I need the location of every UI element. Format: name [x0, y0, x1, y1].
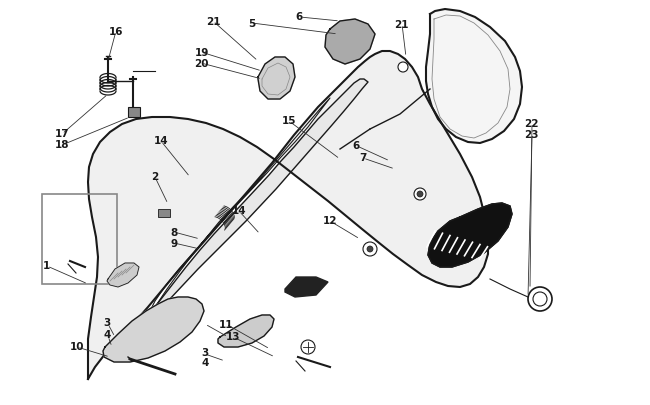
Text: 15: 15	[282, 116, 296, 126]
Text: 21: 21	[206, 17, 220, 27]
Circle shape	[417, 192, 423, 198]
Polygon shape	[428, 203, 512, 267]
Circle shape	[301, 340, 315, 354]
Text: 13: 13	[226, 331, 240, 341]
Polygon shape	[88, 52, 488, 379]
Circle shape	[398, 63, 408, 73]
Circle shape	[367, 246, 373, 252]
Polygon shape	[145, 80, 368, 321]
FancyBboxPatch shape	[128, 108, 140, 118]
Polygon shape	[218, 315, 274, 347]
Text: 4: 4	[103, 329, 111, 339]
Text: 11: 11	[219, 319, 233, 329]
Polygon shape	[103, 297, 204, 362]
Text: 10: 10	[70, 341, 84, 351]
Text: 2: 2	[151, 171, 159, 181]
Text: 14: 14	[232, 206, 246, 215]
Text: 1: 1	[43, 260, 51, 270]
Text: 3: 3	[103, 317, 111, 327]
Circle shape	[414, 189, 426, 200]
Polygon shape	[426, 10, 522, 144]
Polygon shape	[285, 277, 328, 297]
Text: 6: 6	[295, 13, 303, 22]
Text: 17: 17	[55, 129, 69, 139]
Circle shape	[528, 287, 552, 311]
Polygon shape	[258, 58, 295, 100]
Text: 5: 5	[248, 19, 256, 28]
Text: 6: 6	[352, 141, 360, 151]
Text: 23: 23	[525, 130, 539, 139]
Text: 4: 4	[201, 358, 209, 367]
FancyBboxPatch shape	[158, 209, 170, 217]
Circle shape	[533, 292, 547, 306]
Text: 19: 19	[194, 48, 209, 58]
Polygon shape	[107, 263, 139, 287]
Text: 21: 21	[395, 20, 409, 30]
Text: 16: 16	[109, 27, 123, 36]
Text: 22: 22	[525, 119, 539, 128]
Polygon shape	[325, 20, 375, 65]
Text: 9: 9	[171, 238, 177, 248]
Text: 3: 3	[201, 347, 209, 357]
Text: 8: 8	[170, 227, 178, 237]
Circle shape	[363, 243, 377, 256]
Text: 7: 7	[359, 153, 367, 163]
Text: 12: 12	[323, 216, 337, 226]
Text: 20: 20	[194, 59, 209, 69]
Text: 14: 14	[154, 136, 168, 146]
Text: 18: 18	[55, 140, 69, 150]
